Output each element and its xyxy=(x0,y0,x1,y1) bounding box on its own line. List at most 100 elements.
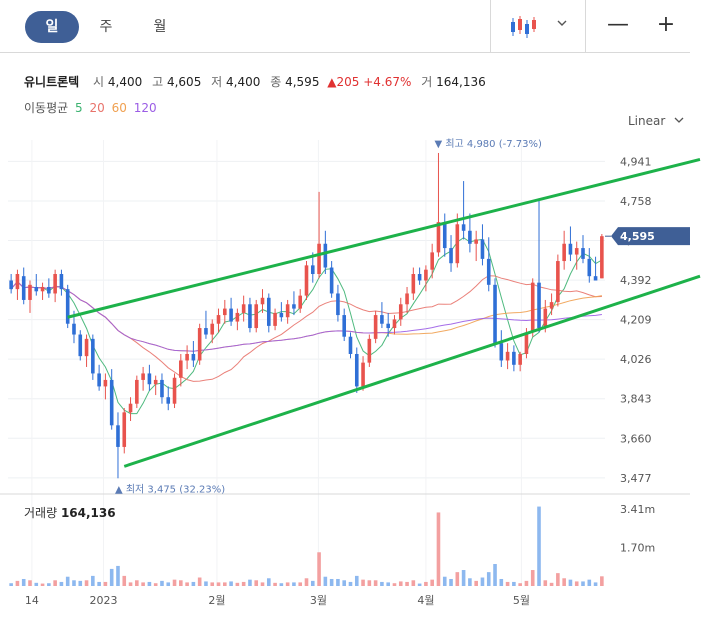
candle-body xyxy=(455,224,460,264)
volume-bar xyxy=(449,578,453,586)
tab-weekly[interactable]: 주 xyxy=(99,19,113,35)
candle-body xyxy=(304,265,309,296)
volume-bar xyxy=(40,583,45,586)
candle-body xyxy=(34,286,39,292)
volume-bar xyxy=(65,576,70,586)
candle-body xyxy=(405,293,409,305)
candle-body xyxy=(499,343,504,361)
tab-monthly[interactable]: 월 xyxy=(153,19,167,35)
candle-body xyxy=(9,280,13,290)
volume-bar xyxy=(153,583,158,586)
volume-bar xyxy=(160,580,164,586)
volume-bar xyxy=(91,575,95,586)
candle-body xyxy=(135,379,139,404)
volume-bar xyxy=(141,582,145,586)
candle-body xyxy=(587,258,592,277)
close-value: 4,595 xyxy=(285,75,320,89)
volume-bar xyxy=(191,581,196,586)
volume-bar xyxy=(59,581,64,586)
candle-body xyxy=(153,379,158,385)
volume-bar xyxy=(468,578,472,586)
candle-body xyxy=(373,315,378,339)
candle-body xyxy=(97,373,101,387)
high-label: 고 xyxy=(152,75,164,89)
candle-body xyxy=(581,248,585,259)
candle-body xyxy=(600,236,604,279)
candle-body xyxy=(342,315,347,337)
volume-bar xyxy=(380,581,384,586)
candle-body xyxy=(361,362,365,387)
ma-20-label: 20 xyxy=(89,101,105,115)
candle-body xyxy=(524,332,529,354)
volume-bar xyxy=(116,565,120,586)
price-tick-label: 4,209 xyxy=(620,314,652,327)
zoom-out-button[interactable]: — xyxy=(607,12,629,37)
volume-bar xyxy=(367,580,372,586)
volume-bar xyxy=(304,578,309,586)
volume-bar xyxy=(530,570,535,586)
volume-bar xyxy=(279,583,284,586)
volume-bar xyxy=(411,580,416,586)
volume-bar xyxy=(260,582,265,586)
volume-bar xyxy=(600,576,604,586)
price-tick-label: 4,758 xyxy=(620,195,652,208)
volume-bar xyxy=(28,580,32,586)
candle-body xyxy=(191,353,196,361)
candle-body xyxy=(84,338,89,357)
candle-body xyxy=(537,282,541,329)
candle-body xyxy=(47,286,51,294)
volume-bar xyxy=(197,577,202,586)
candle-body xyxy=(254,304,259,329)
volume-bar xyxy=(285,582,290,586)
high-value: 4,605 xyxy=(166,75,202,89)
low-annotation: ▲ 최저 3,475 (32.23%) xyxy=(115,483,225,495)
candle-body xyxy=(185,353,189,361)
x-tick-label: 5월 xyxy=(513,594,530,607)
candle-body xyxy=(556,261,560,303)
candle-body xyxy=(160,379,164,398)
close-label: 종 xyxy=(270,75,282,89)
volume-bar xyxy=(480,577,485,586)
volume-bar xyxy=(241,581,246,586)
volume-bar xyxy=(210,582,215,586)
volume-bar xyxy=(72,580,76,586)
volume-bar xyxy=(354,575,359,586)
candle-body xyxy=(229,308,233,322)
candle-body xyxy=(122,412,127,447)
moving-average-legend[interactable]: 이동평균 5 20 60 120 xyxy=(24,99,160,116)
candle-body xyxy=(197,328,202,361)
candle-body xyxy=(116,425,120,447)
candle-body xyxy=(310,265,315,275)
tab-daily[interactable]: 일 xyxy=(25,11,79,43)
lower-trendline xyxy=(123,274,701,468)
candle-body xyxy=(430,252,434,270)
candle-body xyxy=(417,274,422,281)
volume-bar xyxy=(47,583,51,586)
open-label: 시 xyxy=(93,75,105,89)
upper-trendline xyxy=(67,157,701,319)
volume-bar xyxy=(266,578,271,586)
volume-bar xyxy=(273,582,277,586)
chart-type-button[interactable] xyxy=(508,14,578,40)
volume-tick-label: 1.70m xyxy=(620,542,655,555)
candle-body xyxy=(65,289,70,324)
x-tick-label: 14 xyxy=(25,594,39,607)
candle-body xyxy=(40,286,45,292)
volume-bar xyxy=(122,575,127,586)
change-value: ▲205 xyxy=(327,75,360,89)
volume-bar xyxy=(442,576,447,586)
chevron-down-icon[interactable] xyxy=(556,17,568,29)
candle-body xyxy=(179,360,183,378)
candle-body xyxy=(480,239,485,259)
chart-toolbar: 일 주 월 — + xyxy=(0,0,690,53)
volume-bar xyxy=(581,581,585,586)
volume-label: 거 xyxy=(421,75,433,89)
volume-bar xyxy=(486,572,491,586)
volume-bar xyxy=(587,579,592,586)
scale-selector[interactable]: Linear xyxy=(628,114,685,128)
candle-body xyxy=(266,297,271,326)
last-price-label: 4,595 xyxy=(620,230,655,243)
volume-bar xyxy=(537,506,541,586)
zoom-in-button[interactable]: + xyxy=(656,12,676,37)
